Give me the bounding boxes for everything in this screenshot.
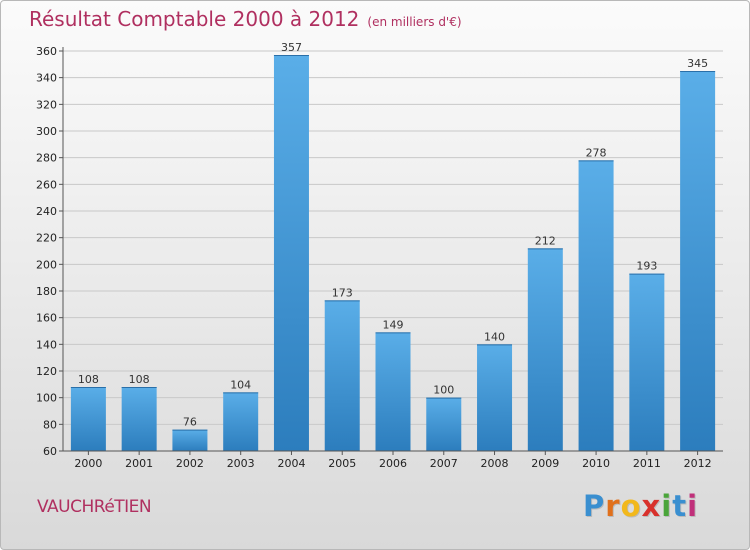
y-tick-label: 120 xyxy=(36,365,57,378)
x-tick-label: 2011 xyxy=(633,457,661,470)
y-tick-label: 320 xyxy=(36,98,57,111)
chart-title: Résultat Comptable 2000 à 2012 (en millie… xyxy=(29,7,462,31)
y-tick-label: 260 xyxy=(36,178,57,191)
bar xyxy=(223,392,259,451)
bar xyxy=(324,300,360,451)
bar xyxy=(680,71,716,451)
y-tick-label: 140 xyxy=(36,338,57,351)
x-tick-label: 2006 xyxy=(379,457,407,470)
y-tick-label: 80 xyxy=(43,418,57,431)
axes xyxy=(59,47,723,455)
data-label: 76 xyxy=(183,416,197,429)
x-tick-label: 2001 xyxy=(125,457,153,470)
data-label: 108 xyxy=(78,373,99,386)
y-tick-label: 300 xyxy=(36,125,57,138)
y-tick-label: 340 xyxy=(36,72,57,85)
chart-unit-label: (en milliers d'€) xyxy=(367,15,462,29)
x-tick-label: 2008 xyxy=(481,457,509,470)
data-labels: 108 108 76 104 357 173 149 100 140 212 278 193 345 xyxy=(78,41,708,429)
y-tick-label: 200 xyxy=(36,258,57,271)
y-tick-label: 360 xyxy=(36,45,57,58)
y-tick-label: 280 xyxy=(36,152,57,165)
bar xyxy=(426,397,462,451)
data-label: 104 xyxy=(230,378,251,391)
logo-letter: o xyxy=(620,489,642,523)
bar xyxy=(578,160,614,452)
bar xyxy=(477,344,513,451)
y-tick-labels: 60 80 100 120 140 160 180 200 220 240 260 280 300 320… xyxy=(36,45,57,458)
x-tick-label: 2003 xyxy=(227,457,255,470)
x-tick-label: 2012 xyxy=(684,457,712,470)
bar xyxy=(375,332,411,451)
bar xyxy=(172,429,208,451)
logo-letter: i xyxy=(661,489,673,523)
place-name: VAUCHRéTIEN xyxy=(37,497,152,517)
bar xyxy=(629,273,665,451)
y-tick-label: 180 xyxy=(36,285,57,298)
x-tick-label: 2000 xyxy=(74,457,102,470)
y-tick-label: 60 xyxy=(43,445,57,458)
x-tick-label: 2005 xyxy=(328,457,356,470)
y-tick-label: 220 xyxy=(36,232,57,245)
y-tick-label: 160 xyxy=(36,312,57,325)
x-tick-label: 2010 xyxy=(582,457,610,470)
data-label: 278 xyxy=(586,146,607,159)
data-label: 212 xyxy=(535,234,556,247)
data-label: 108 xyxy=(129,373,150,386)
data-label: 140 xyxy=(484,330,505,343)
data-label: 357 xyxy=(281,41,302,54)
logo-letter: i xyxy=(687,489,699,523)
bar xyxy=(273,55,309,451)
data-label: 100 xyxy=(433,384,454,397)
logo-letter: t xyxy=(672,489,688,523)
x-tick-label: 2004 xyxy=(277,457,305,470)
bar xyxy=(121,387,157,451)
chart-title-text: Résultat Comptable 2000 à 2012 xyxy=(29,7,360,31)
x-tick-label: 2007 xyxy=(430,457,458,470)
y-tick-label: 100 xyxy=(36,392,57,405)
x-tick-labels: 2000 2001 2002 2003 2004 2005 2006 2007 2008 2009… xyxy=(74,457,711,470)
data-label: 173 xyxy=(332,286,353,299)
bar xyxy=(527,248,563,451)
data-label: 193 xyxy=(636,260,657,273)
bar xyxy=(70,387,106,451)
proxiti-logo[interactable]: Proxiti xyxy=(583,489,698,523)
x-tick-label: 2002 xyxy=(176,457,204,470)
bars xyxy=(70,55,716,452)
data-label: 149 xyxy=(383,318,404,331)
logo-letter: P xyxy=(583,489,606,523)
data-label: 345 xyxy=(687,57,708,70)
y-tick-label: 240 xyxy=(36,205,57,218)
x-tick-label: 2009 xyxy=(531,457,559,470)
logo-letter: r xyxy=(605,489,621,523)
logo-letter: x xyxy=(641,489,662,523)
